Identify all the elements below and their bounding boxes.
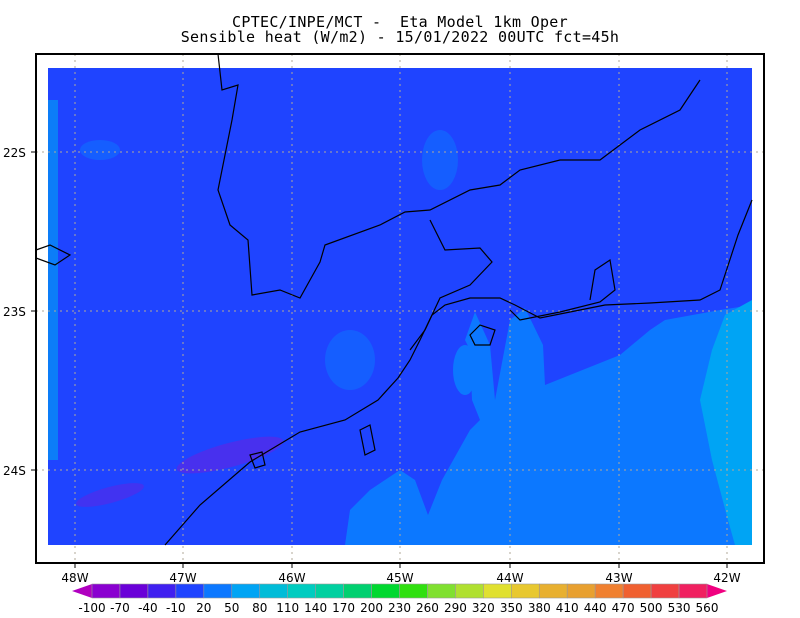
colorbar-box — [594, 583, 624, 599]
coastline-and-borders — [35, 53, 753, 546]
field-patch — [80, 140, 120, 160]
colorbar-box — [287, 583, 316, 599]
colorbar-label: 20 — [196, 601, 211, 615]
colorbar-box — [650, 583, 680, 599]
colorbar-box — [231, 583, 261, 599]
field-patch — [453, 345, 477, 395]
colorbar-labels: -100 -70 -40 -10 20 50 80 110 140 170 200 230 260 290… — [78, 601, 718, 615]
colorbar-label: 260 — [416, 601, 439, 615]
colorbar-label: 350 — [500, 601, 523, 615]
colorbar-label: 170 — [332, 601, 355, 615]
colorbar-box — [622, 583, 652, 599]
colorbar-label: 110 — [276, 601, 299, 615]
lat-label: 23S — [3, 305, 26, 319]
lon-label: 45W — [386, 571, 413, 585]
colorbar-box — [203, 583, 233, 599]
colorbar-label: 560 — [696, 601, 719, 615]
colorbar-label: -70 — [110, 601, 130, 615]
colorbar-label: 380 — [528, 601, 551, 615]
field-ocean-south — [345, 305, 752, 545]
field-patch — [422, 130, 458, 190]
colorbar-box — [455, 583, 484, 599]
colorbar-over-triangle — [707, 584, 727, 598]
colorbar-box — [175, 583, 205, 599]
colorbar-label: 290 — [444, 601, 467, 615]
colorbar-label: 80 — [252, 601, 267, 615]
colorbar-label: 500 — [640, 601, 663, 615]
lon-label: 42W — [713, 571, 740, 585]
colorbar-label: 50 — [224, 601, 239, 615]
title-line-2: Sensible heat (W/m2) - 15/01/2022 00UTC … — [180, 28, 620, 46]
field-hotspot — [176, 436, 284, 474]
colorbar-box — [511, 583, 540, 599]
field-patch — [325, 330, 375, 390]
colorbar-label: -10 — [166, 601, 186, 615]
colorbar-box — [315, 583, 344, 599]
gridlines — [36, 54, 764, 563]
lat-label: 24S — [3, 464, 26, 478]
lon-label: 43W — [605, 571, 632, 585]
field-west-edge — [48, 100, 58, 460]
field-ocean-east — [700, 300, 752, 545]
colorbar-label: 410 — [556, 601, 579, 615]
colorbar — [72, 583, 727, 599]
lon-label: 47W — [169, 571, 196, 585]
colorbar-box — [566, 583, 596, 599]
colorbar-box — [147, 583, 177, 599]
lon-label: 48W — [61, 571, 88, 585]
colorbar-box — [678, 583, 708, 599]
colorbar-label: 200 — [360, 601, 383, 615]
lon-label: 44W — [496, 571, 523, 585]
colorbar-label: 320 — [472, 601, 495, 615]
lat-label: 22S — [3, 146, 26, 160]
colorbar-box — [538, 583, 568, 599]
colorbar-label: 470 — [612, 601, 635, 615]
lat-axis-labels: 22S 23S 24S — [3, 146, 26, 478]
colorbar-label: 230 — [388, 601, 411, 615]
colorbar-box — [483, 583, 512, 599]
colorbar-box — [259, 583, 288, 599]
colorbar-label: 440 — [584, 601, 607, 615]
colorbar-box — [371, 583, 400, 599]
colorbar-label: 140 — [304, 601, 327, 615]
colorbar-label: -100 — [78, 601, 105, 615]
field-hotspot — [76, 483, 144, 507]
axis-ticks — [31, 151, 728, 568]
colorbar-box — [399, 583, 428, 599]
colorbar-box — [119, 583, 149, 599]
colorbar-box — [91, 583, 121, 599]
lon-axis-labels: 48W 47W 46W 45W 44W 43W 42W — [61, 571, 740, 585]
colorbar-box — [343, 583, 372, 599]
colorbar-box — [427, 583, 456, 599]
colorbar-label: -40 — [138, 601, 158, 615]
lon-label: 46W — [278, 571, 305, 585]
colorbar-label: 530 — [668, 601, 691, 615]
title-line-1: CPTEC/INPE/MCT - Eta Model 1km Oper — [232, 13, 568, 31]
colorbar-under-triangle — [72, 584, 92, 598]
